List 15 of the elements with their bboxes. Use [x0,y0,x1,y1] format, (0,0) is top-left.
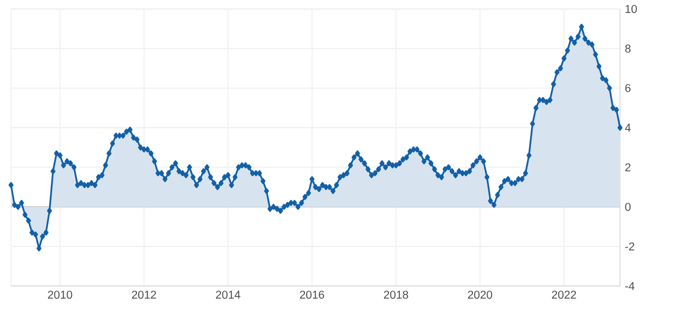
x-tick-label: 2022 [552,290,576,299]
y-tick-label: -2 [625,242,634,250]
y-tick-label: 8 [625,44,631,53]
y-tick-label: -4 [625,282,634,290]
y-tick-label: 6 [625,84,631,92]
x-tick-label: 2016 [300,290,324,299]
y-tick-label: 0 [625,202,631,211]
y-tick-label: 10 [626,4,637,13]
x-tick-label: 2018 [384,290,408,299]
x-tick-label: 2014 [216,290,240,299]
x-tick-label: 2020 [468,290,492,299]
y-tick-label: 4 [624,124,631,132]
y-tick-label: 2 [625,163,630,172]
x-tick-label: 2010 [48,290,72,299]
x-tick-label: 2012 [132,290,156,299]
